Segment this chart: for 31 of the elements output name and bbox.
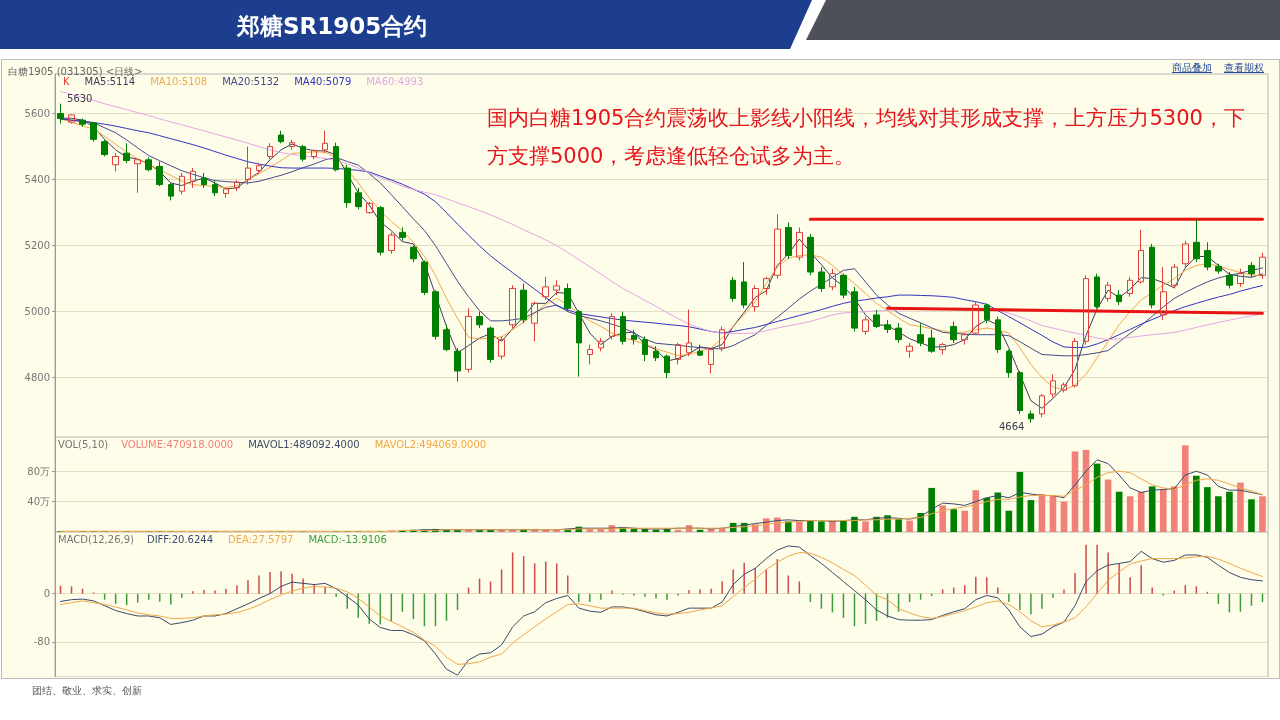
text: MACD:-13.9106 [308, 533, 387, 545]
legend-title: MACD(12,26,9) [58, 533, 135, 545]
text: MA5:5114 [84, 75, 136, 87]
text: VOLUME:470918.0000 [121, 438, 234, 450]
text: DIFF:20.6244 [146, 533, 214, 545]
text: DEA:27.5797 [228, 533, 294, 545]
y-tick-label: 80万 [27, 465, 50, 477]
y-tick-label: 5000 [24, 306, 50, 318]
text: K [63, 75, 70, 87]
chart-subtitle: 白糖1905 (031305) <日线> [8, 65, 143, 77]
text: MA10:5108 [150, 75, 208, 87]
y-tick-label: 5200 [24, 240, 50, 252]
legend-title: VOL(5,10) [58, 438, 109, 450]
y-tick-label: 5400 [24, 174, 50, 186]
annotation: 国内白糖1905合约震荡收上影线小阳线，均线对其形成支撑，上方压力5300，下方支撑5000，考虑逢低轻仓试多为主。 [487, 105, 1246, 170]
y-tick-label: -80 [33, 636, 50, 648]
chart-title: 郑糖SR1905合约 [237, 12, 428, 41]
text: 商品叠加 [1172, 61, 1212, 75]
text: MA20:5132 [222, 75, 280, 87]
annotation: 5630 [67, 93, 93, 105]
y-tick-label: 5600 [24, 108, 50, 120]
y-tick-label: 0 [43, 588, 50, 600]
annotation: 4664 [998, 420, 1025, 432]
text: MAVOL2:494069.0000 [374, 438, 487, 450]
y-tick-label: 4800 [24, 372, 50, 384]
text: MA40:5079 [294, 75, 352, 87]
text: MA60:4993 [366, 75, 424, 87]
text: 查看期权 [1224, 61, 1264, 75]
text: 团结、敬业、求实、创新 [32, 684, 142, 698]
text: MAVOL1:489092.4000 [248, 438, 360, 450]
y-tick-label: 40万 [27, 496, 50, 508]
